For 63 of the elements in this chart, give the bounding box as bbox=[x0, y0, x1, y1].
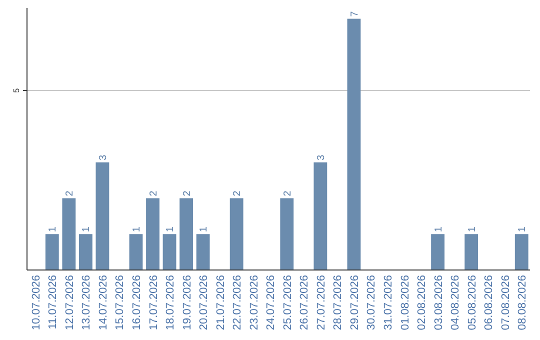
x-tick-label: 10.07.2026 bbox=[30, 275, 42, 330]
data-label: 1 bbox=[517, 226, 528, 232]
x-tick-label: 03.08.2026 bbox=[432, 275, 445, 330]
x-tick-label: 19.07.2026 bbox=[181, 275, 194, 330]
bar bbox=[96, 162, 110, 270]
bar bbox=[78, 234, 92, 270]
bar bbox=[180, 198, 193, 270]
data-label: 2 bbox=[282, 190, 294, 196]
x-tick-label: 31.07.2026 bbox=[382, 275, 394, 330]
bar bbox=[464, 234, 478, 270]
bar bbox=[514, 234, 528, 270]
bar bbox=[162, 234, 176, 270]
x-tick-label: 04.08.2026 bbox=[450, 275, 462, 330]
data-label: 1 bbox=[131, 226, 142, 232]
x-tick-label: 11.07.2026 bbox=[47, 275, 60, 330]
x-tick-label: 29.07.2026 bbox=[348, 275, 361, 330]
data-label: 2 bbox=[182, 190, 193, 196]
bar bbox=[146, 198, 160, 270]
x-tick-label: 17.07.2026 bbox=[148, 275, 160, 330]
bar bbox=[62, 198, 76, 270]
bar bbox=[431, 234, 444, 270]
data-label: 1 bbox=[165, 226, 176, 232]
data-label: 3 bbox=[98, 154, 109, 160]
x-tick-label: 18.07.2026 bbox=[164, 275, 177, 330]
x-tick-label: 07.08.2026 bbox=[500, 275, 512, 330]
bar bbox=[314, 162, 328, 270]
x-tick-label: 16.07.2026 bbox=[130, 275, 143, 330]
bar bbox=[196, 234, 210, 270]
bar bbox=[230, 198, 244, 270]
bar bbox=[129, 234, 143, 270]
x-tick-label: 15.07.2026 bbox=[114, 275, 126, 330]
x-tick-label: 01.08.2026 bbox=[399, 275, 412, 330]
x-tick-label: 14.07.2026 bbox=[97, 275, 110, 330]
x-tick-label: 27.07.2026 bbox=[315, 275, 328, 330]
bar bbox=[45, 234, 59, 270]
data-label: 1 bbox=[48, 226, 59, 232]
x-tick-label: 05.08.2026 bbox=[466, 275, 478, 330]
x-tick-label: 22.07.2026 bbox=[232, 275, 244, 330]
data-label: 2 bbox=[232, 190, 244, 196]
x-tick-label: 12.07.2026 bbox=[64, 275, 76, 330]
x-tick-label: 23.07.2026 bbox=[248, 275, 260, 330]
x-tick-label: 24.07.2026 bbox=[265, 275, 278, 330]
data-label: 1 bbox=[433, 226, 444, 232]
x-tick-label: 13.07.2026 bbox=[80, 275, 93, 330]
x-tick-label: 20.07.2026 bbox=[198, 275, 210, 330]
bar bbox=[347, 18, 361, 270]
x-tick-label: 06.08.2026 bbox=[483, 275, 496, 330]
data-label: 2 bbox=[64, 190, 76, 196]
data-label: 7 bbox=[349, 10, 360, 17]
x-tick-label: 26.07.2026 bbox=[298, 275, 311, 330]
data-label: 3 bbox=[316, 154, 327, 160]
data-label: 1 bbox=[198, 226, 210, 232]
x-tick-label: 21.07.2026 bbox=[214, 275, 227, 330]
x-tick-label: 30.07.2026 bbox=[366, 275, 378, 330]
x-tick-label: 28.07.2026 bbox=[332, 275, 344, 330]
data-label: 1 bbox=[81, 226, 92, 232]
data-label: 2 bbox=[148, 190, 160, 196]
x-tick-label: 25.07.2026 bbox=[282, 275, 294, 330]
x-tick-label: 08.08.2026 bbox=[516, 275, 529, 330]
y-tick-label: 5 bbox=[12, 88, 21, 93]
x-tick-label: 02.08.2026 bbox=[416, 275, 428, 330]
bar bbox=[280, 198, 294, 270]
data-label: 1 bbox=[466, 226, 478, 232]
